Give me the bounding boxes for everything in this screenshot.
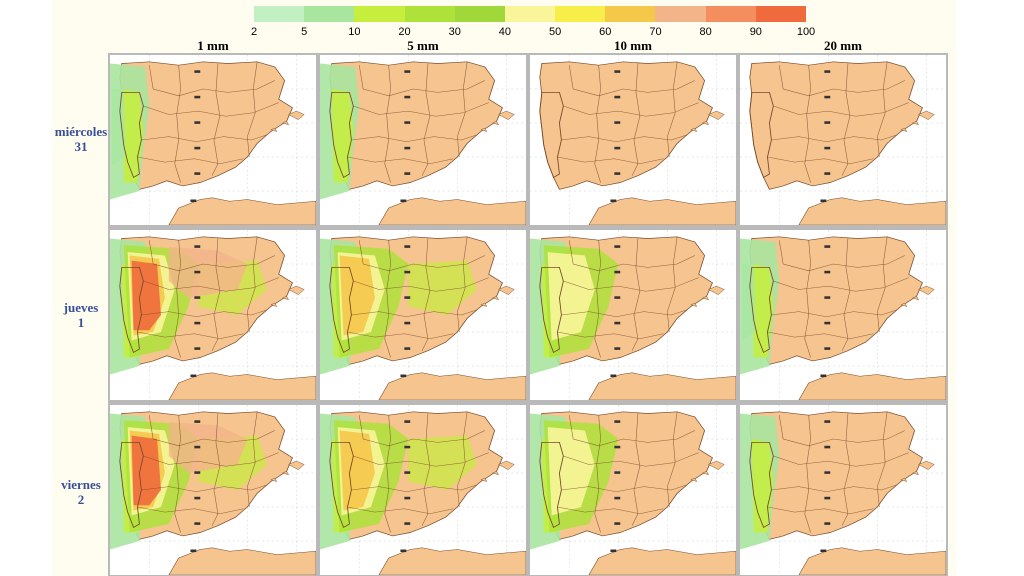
iberia-map-svg [110,55,316,225]
map-panel-miercoles-5mm [320,55,526,225]
column-header-10mm: 10 mm [614,38,652,53]
legend-swatch [555,6,606,22]
row-label-num: 2 [77,492,85,507]
iberia-map-svg [530,230,736,400]
legend-tick-label: 40 [498,26,512,38]
row-label-miercoles: miércoles 31 [52,124,110,154]
iberia-map-svg [320,230,526,400]
legend-swatch [655,6,707,22]
legend-swatch [755,6,807,22]
iberia-map-svg [740,230,946,400]
map-panel-jueves-5mm [320,230,526,400]
color-legend: 2 5 10 20 30 40 50 60 70 80 90 100 [250,6,815,38]
legend-swatch [254,6,305,22]
iberia-map-svg [320,405,526,575]
row-label-viernes: viernes 2 [52,477,110,507]
legend-swatch [454,6,506,22]
iberia-map-svg [740,55,946,225]
legend-swatch [605,6,656,22]
legend-tick-label: 20 [398,26,411,38]
legend-tick-label: 30 [448,26,461,38]
row-label-num: 1 [77,315,85,330]
column-header-20mm: 20 mm [824,38,862,53]
iberia-map-svg [110,230,316,400]
map-panel-miercoles-1mm [110,55,316,225]
map-panel-jueves-20mm [740,230,946,400]
iberia-map-svg [740,405,946,575]
iberia-map-svg [530,55,736,225]
legend-tick-label: 50 [548,26,562,38]
legend-tick-label: 100 [796,26,816,38]
legend-swatch [705,6,757,22]
map-panel-viernes-10mm [530,405,736,575]
iberia-map-svg [320,55,526,225]
legend-tick-label: 2 [250,26,258,38]
legend-tick-label: 80 [699,26,712,38]
legend-swatch [404,6,456,22]
legend-tick-label: 5 [301,26,308,38]
row-label-jueves: jueves 1 [52,300,110,330]
row-label-day: jueves [63,300,99,315]
map-grid [108,53,948,576]
legend-swatch [504,6,556,22]
column-header-5mm: 5 mm [407,38,439,53]
legend-tick-label: 90 [749,26,762,38]
iberia-map-svg [530,405,736,575]
column-header-1mm: 1 mm [197,38,229,53]
map-panel-miercoles-10mm [530,55,736,225]
iberia-map-svg [110,405,316,575]
legend-tick-label: 70 [649,26,662,38]
row-label-day: viernes [61,477,101,492]
map-panel-viernes-1mm [110,405,316,575]
legend-tick-label: 10 [348,26,361,38]
map-panel-viernes-20mm [740,405,946,575]
map-panel-jueves-1mm [110,230,316,400]
row-label-day: miércoles [54,124,108,139]
legend-tick-label: 60 [599,26,612,38]
row-label-num: 31 [74,139,88,154]
legend-swatch [304,6,355,22]
map-panel-miercoles-20mm [740,55,946,225]
legend-swatch [354,6,406,22]
map-panel-jueves-10mm [530,230,736,400]
map-panel-viernes-5mm [320,405,526,575]
